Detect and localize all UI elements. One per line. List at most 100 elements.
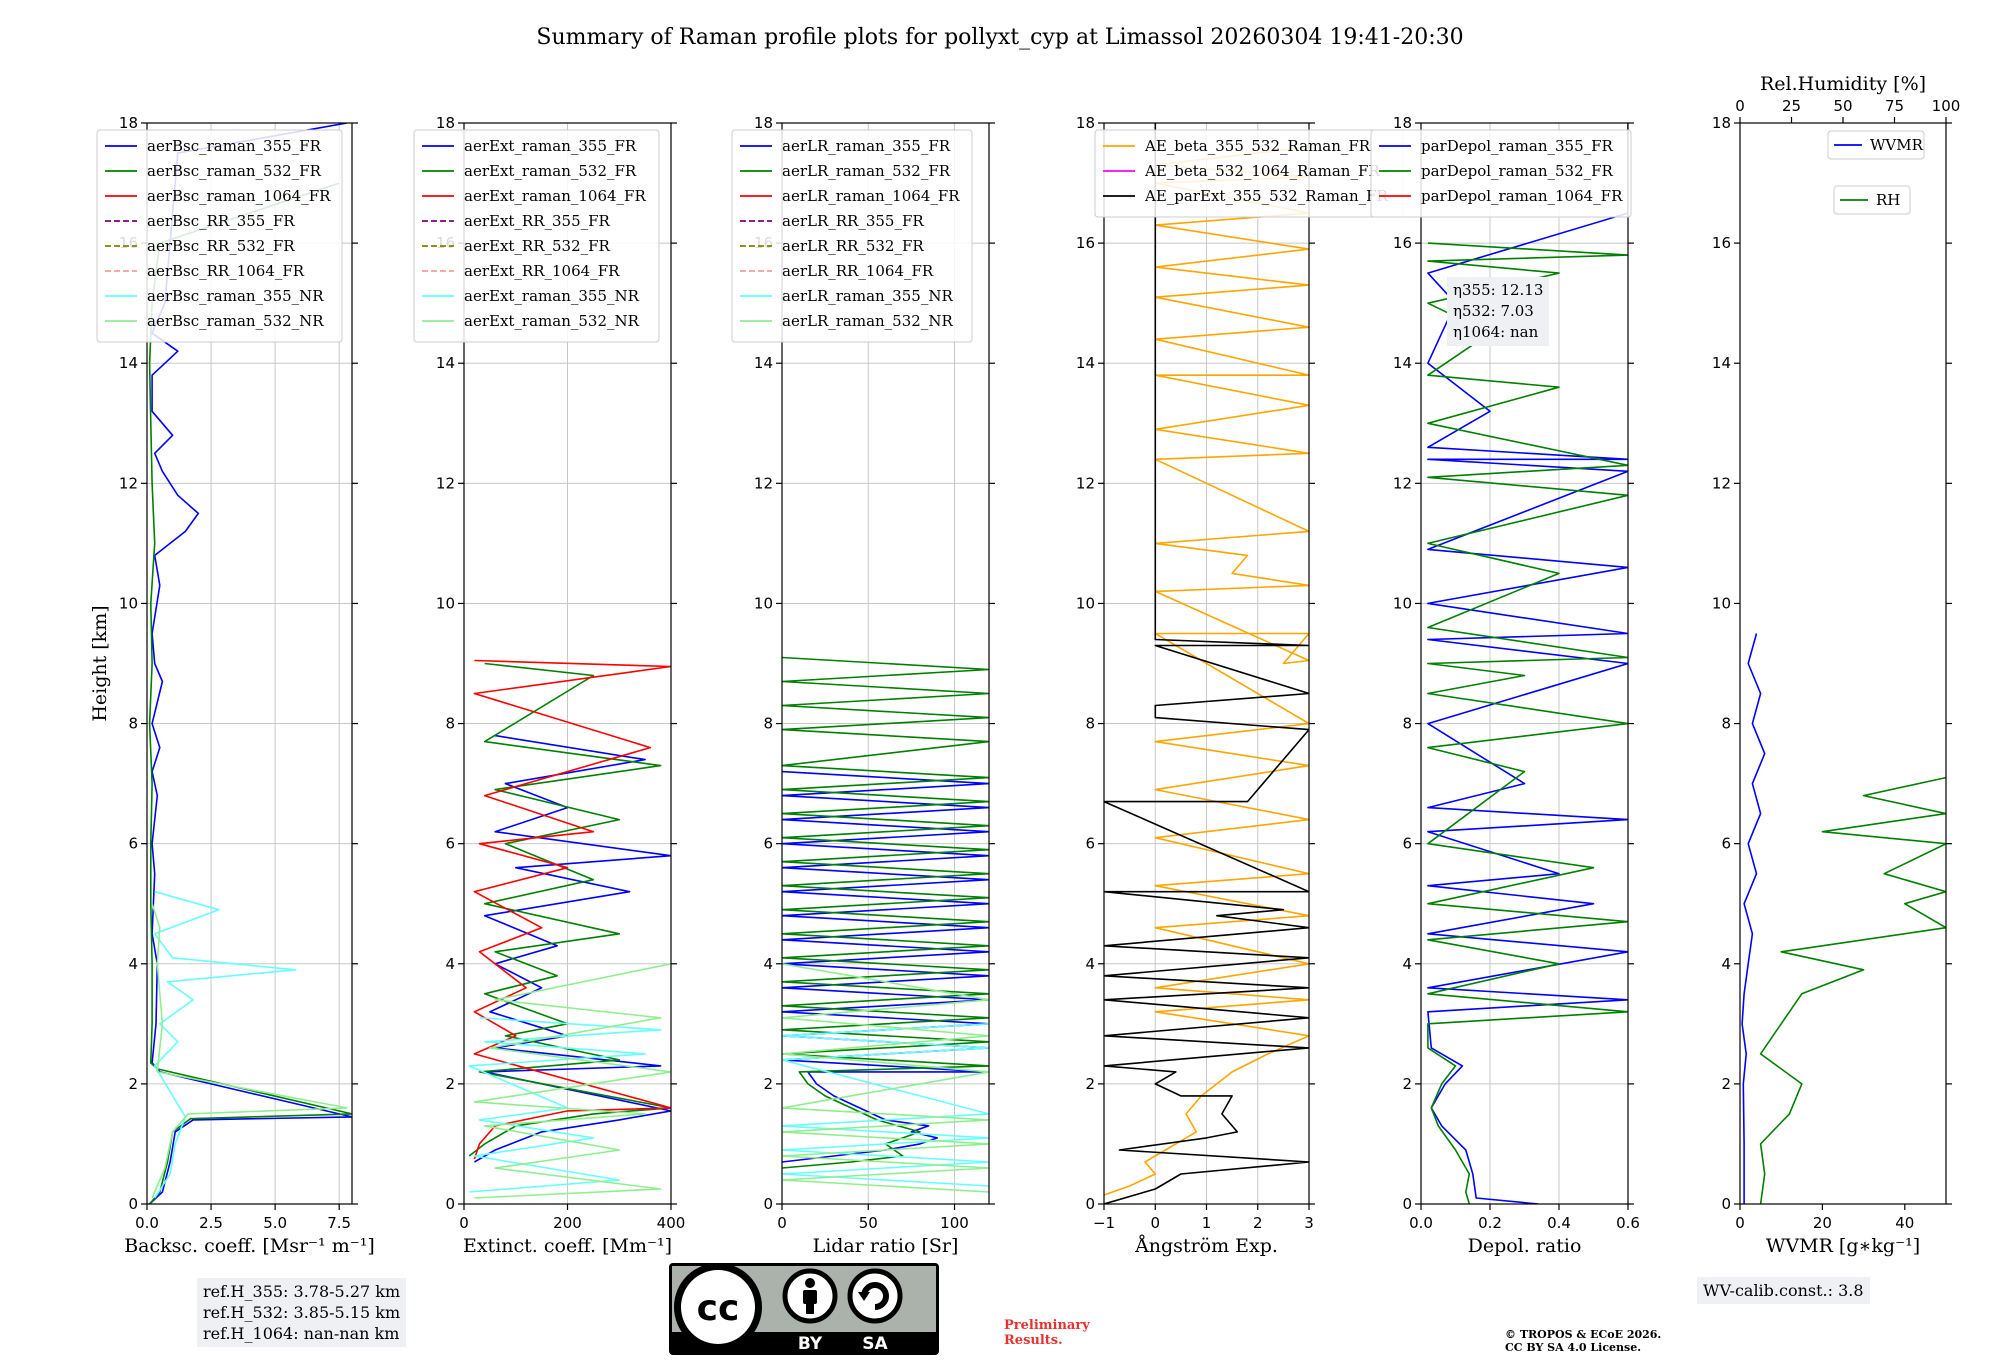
chart-panel-ext: 0246810121416180200400Extinct. coeff. [M… [413, 114, 686, 1257]
sa-label: SA [862, 1334, 888, 1354]
series-line-aerBsc_raman_355_FR [149, 123, 352, 1204]
y-tick-label: 0 [1402, 1195, 1412, 1213]
legend-frame-RH [1833, 185, 1911, 215]
legend: aerBsc_raman_355_FR aerBsc_raman_532_FRae… [96, 129, 343, 343]
series-line-aerBsc_raman_355_NR [153, 890, 297, 1199]
y-tick-label: 8 [445, 715, 455, 733]
y-tick-label: 10 [1712, 594, 1731, 612]
y-tick-label: 8 [1721, 715, 1731, 733]
ref-height-355: ref.H_355: 3.78-5.27 km [203, 1282, 401, 1301]
ref-height-1064: ref.H_1064: nan-nan km [203, 1324, 400, 1343]
ref-height-box: ref.H_355: 3.78-5.27 km ref.H_532: 3.85-… [197, 1278, 407, 1347]
series-line-aerBsc_raman_532_FR [148, 182, 352, 1204]
x-tick-label: 2 [1253, 1214, 1263, 1232]
y-tick-label: 2 [128, 1075, 138, 1093]
y-tick-label: 12 [436, 474, 455, 492]
copyright-line-1: © TROPOS & ECoE 2026. [1505, 1328, 1662, 1341]
y-tick-label: 10 [119, 594, 138, 612]
by-label: BY [798, 1334, 823, 1354]
legend-label-aerExt_raman_355_FR: aerExt_raman_355_FR [464, 137, 637, 155]
y-tick-label: 6 [1721, 835, 1731, 853]
y-tick-label: 6 [1085, 835, 1095, 853]
y-tick-label: 14 [1712, 354, 1731, 372]
series-line-RH [1759, 776, 1946, 1204]
legend-label-aerExt_RR_1064_FR: aerExt_RR_1064_FR [464, 262, 620, 280]
x-axis-label: Depol. ratio [1468, 1235, 1582, 1257]
legend-frame [413, 129, 660, 343]
x-tick-label: 0 [1150, 1214, 1160, 1232]
legend-label-aerLR_raman_355_NR: aerLR_raman_355_NR [782, 287, 953, 305]
x-tick-label: −1 [1093, 1214, 1115, 1232]
legend-label-aerExt_RR_532_FR: aerExt_RR_532_FR [464, 237, 611, 255]
y-tick-label: 14 [1393, 354, 1412, 372]
y-tick-label: 2 [763, 1075, 773, 1093]
y-tick-label: 8 [763, 715, 773, 733]
legend-frame [1370, 129, 1632, 218]
eta-355: η355: 12.13 [1453, 281, 1544, 299]
series-layer [1104, 123, 1309, 1204]
plot-frame [1420, 122, 1629, 1205]
x-axis-label: Ångström Exp. [1134, 1235, 1278, 1257]
eta-532: η532: 7.03 [1453, 302, 1534, 320]
series-layer [1741, 633, 1946, 1204]
legend-label-aerExt_raman_1064_FR: aerExt_raman_1064_FR [464, 187, 646, 205]
x-tick-label: 0.2 [1478, 1214, 1502, 1232]
x-tick-label: 400 [657, 1214, 686, 1232]
legend-frame [96, 129, 343, 343]
x-tick-label: 0.6 [1616, 1214, 1640, 1232]
wv-calib-constant: WV-calib.const.: 3.8 [1703, 1281, 1864, 1300]
legend-label-aerLR_raman_532_FR: aerLR_raman_532_FR [782, 162, 951, 180]
y-tick-label: 16 [1393, 234, 1412, 252]
x-axis-label: Backsc. coeff. [Msr⁻¹ m⁻¹] [124, 1235, 375, 1257]
y-tick-label: 18 [754, 114, 773, 132]
y-tick-label: 0 [763, 1195, 773, 1213]
legend: aerLR_raman_355_FR aerLR_raman_532_FR aerL… [731, 129, 973, 343]
series-line-parDepol_raman_355_FR [1427, 123, 1628, 1204]
legend: parDepol_raman_355_FR parDepol_raman_532_… [1370, 129, 1632, 218]
y-tick-label: 12 [1393, 474, 1412, 492]
y-tick-label: 12 [1712, 474, 1731, 492]
y-tick-label: 18 [436, 114, 455, 132]
x-tick-label: 0 [459, 1214, 469, 1232]
y-tick-label: 14 [1076, 354, 1095, 372]
series-layer [468, 659, 671, 1199]
y-tick-label: 6 [445, 835, 455, 853]
x-tick-label: 2.5 [199, 1214, 223, 1232]
legend-label-aerExt_raman_355_NR: aerExt_raman_355_NR [464, 287, 640, 305]
y-tick-label: 4 [1085, 955, 1095, 973]
y-tick-label: 2 [1402, 1075, 1412, 1093]
x2-tick-label: 50 [1833, 97, 1852, 115]
angstrom-eta-box: η355: 12.13 η532: 7.03 η1064: nan [1447, 277, 1550, 346]
legend-label-aerBsc_raman_532_NR: aerBsc_raman_532_NR [147, 312, 324, 330]
y-tick-label: 4 [1402, 955, 1412, 973]
x-tick-label: 200 [553, 1214, 582, 1232]
x-tick-label: 7.5 [327, 1214, 351, 1232]
legend-label-aerBsc_RR_532_FR: aerBsc_RR_532_FR [147, 237, 295, 255]
y-tick-label: 8 [128, 715, 138, 733]
legend-label-AE_beta_355_532_Raman_FR: AE_beta_355_532_Raman_FR [1144, 137, 1371, 155]
x-tick-label: 5.0 [263, 1214, 287, 1232]
ref-height-532: ref.H_532: 3.85-5.15 km [203, 1303, 401, 1322]
legend-label-aerBsc_raman_355_NR: aerBsc_raman_355_NR [147, 287, 324, 305]
x2-tick-label: 0 [1735, 97, 1745, 115]
series-line-aerExt_raman_532_FR [468, 662, 671, 1157]
plot-frame [146, 122, 353, 1205]
y-tick-label: 12 [1076, 474, 1095, 492]
y-tick-label: 18 [119, 114, 138, 132]
y-tick-label: 4 [763, 955, 773, 973]
series-line-aerLR_raman_355_FR [782, 770, 989, 1163]
legend-label-parDepol_raman_355_FR: parDepol_raman_355_FR [1421, 137, 1614, 155]
series-line-parDepol_raman_532_FR [1427, 242, 1628, 1204]
y-tick-label: 16 [1712, 234, 1731, 252]
series-line-aerLR_raman_355_NR [782, 1023, 989, 1187]
x-tick-label: 0 [1735, 1214, 1745, 1232]
legend-label-parDepol_raman_1064_FR: parDepol_raman_1064_FR [1421, 187, 1623, 205]
x-tick-label: 0.0 [1409, 1214, 1433, 1232]
legend: WVMR RH [1827, 130, 1925, 215]
y-axis-label: Height [km] [89, 605, 111, 721]
legend-label-aerExt_RR_355_FR: aerExt_RR_355_FR [464, 212, 611, 230]
y-tick-label: 6 [128, 835, 138, 853]
legend-label-aerLR_RR_355_FR: aerLR_RR_355_FR [782, 212, 924, 230]
x-axis-label: Lidar ratio [Sr] [813, 1235, 959, 1257]
